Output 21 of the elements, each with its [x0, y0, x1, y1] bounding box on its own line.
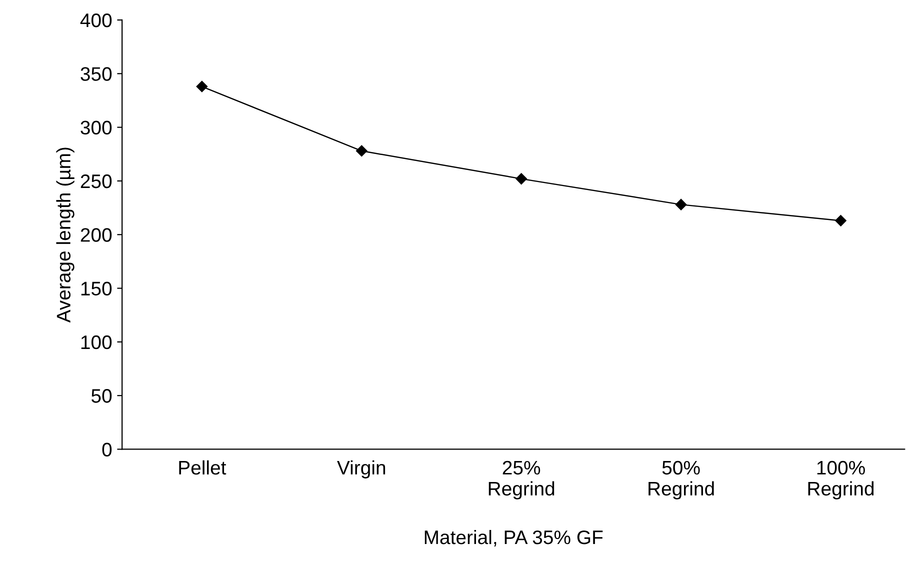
x-axis-title: Material, PA 35% GF [424, 530, 603, 547]
point [196, 80, 208, 92]
x-tick-label: Virgin [337, 460, 386, 478]
x-tick-label: 100% Regrind [808, 460, 874, 500]
y-axis-title: Average length (µm) [56, 148, 74, 323]
x-tick-label: 50% Regrind [648, 460, 714, 500]
y-tick-label: 300 [80, 120, 112, 135]
x-tick-label: 25% Regrind [488, 460, 554, 500]
point [835, 215, 846, 226]
y-tick-label: 400 [80, 13, 112, 28]
y-tick-label: 200 [80, 228, 112, 242]
y-tick-label: 250 [80, 174, 112, 188]
x-tick-label: Pellet [179, 460, 226, 475]
point [516, 173, 527, 184]
y-tick-label: 50 [92, 389, 112, 403]
y-tick-label: 150 [81, 282, 112, 296]
y-tick-label: 0 [102, 442, 112, 456]
point [675, 198, 687, 210]
y-tick-label: 350 [80, 67, 112, 81]
y-tick-label: 100 [81, 335, 112, 350]
point [356, 145, 368, 157]
